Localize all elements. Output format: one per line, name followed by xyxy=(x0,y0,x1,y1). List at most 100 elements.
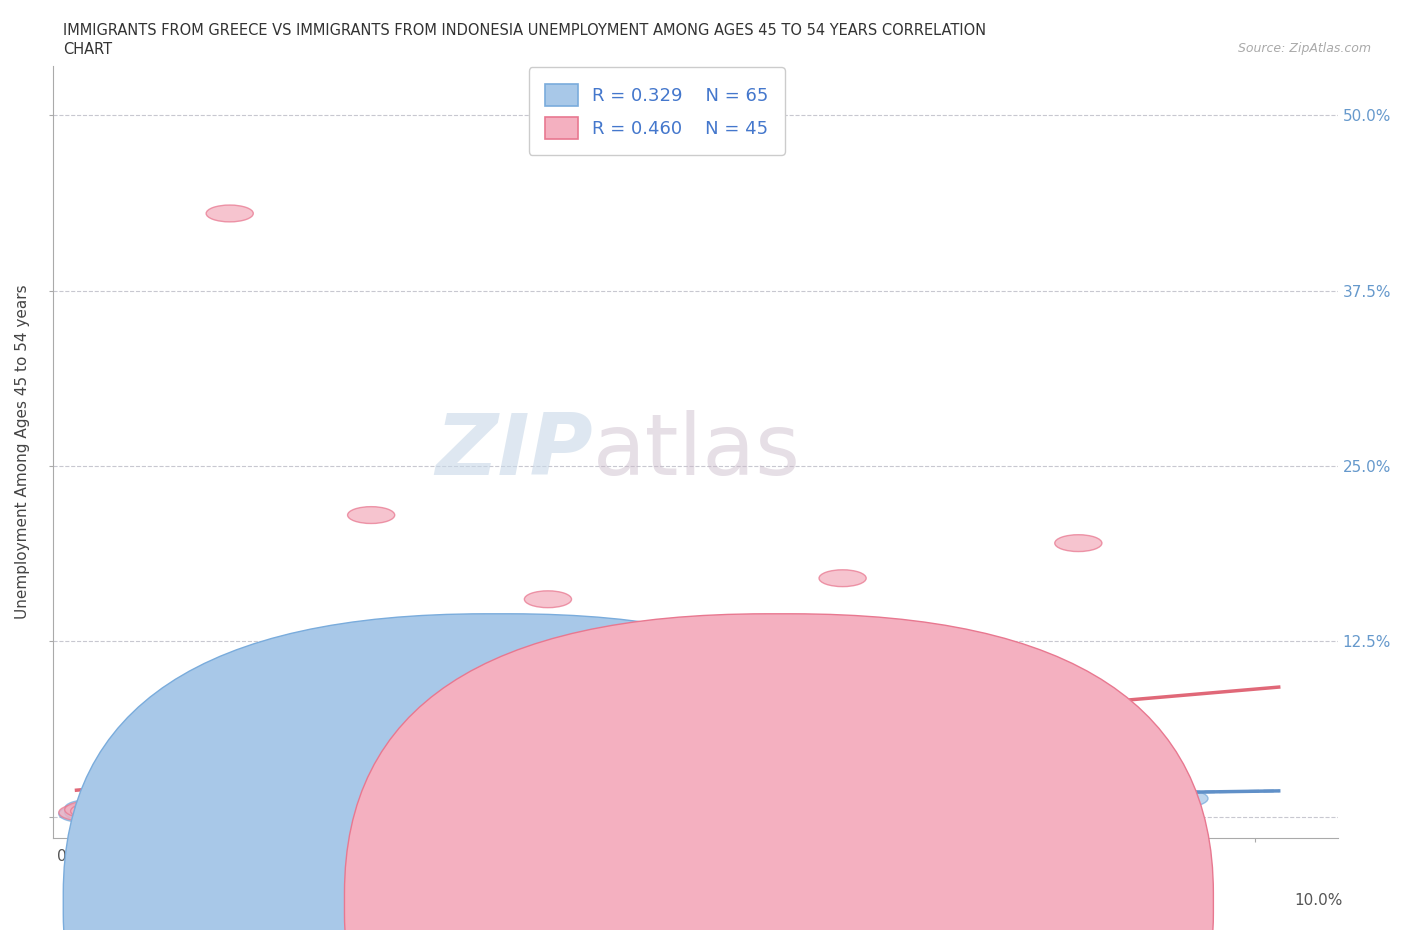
Text: atlas: atlas xyxy=(592,410,800,494)
Ellipse shape xyxy=(148,799,194,816)
Ellipse shape xyxy=(65,800,112,817)
Text: 0.0%: 0.0% xyxy=(105,893,145,908)
Ellipse shape xyxy=(1090,789,1137,805)
Ellipse shape xyxy=(820,570,866,587)
Ellipse shape xyxy=(288,791,336,808)
Ellipse shape xyxy=(1125,786,1173,803)
Ellipse shape xyxy=(124,790,170,807)
Ellipse shape xyxy=(76,796,124,813)
Ellipse shape xyxy=(148,796,194,813)
Ellipse shape xyxy=(607,786,654,803)
Ellipse shape xyxy=(70,803,118,819)
Ellipse shape xyxy=(100,797,148,814)
Ellipse shape xyxy=(218,800,266,817)
Ellipse shape xyxy=(135,791,183,808)
Ellipse shape xyxy=(524,787,571,804)
Ellipse shape xyxy=(524,786,571,803)
Ellipse shape xyxy=(242,790,288,807)
Ellipse shape xyxy=(266,789,312,805)
Ellipse shape xyxy=(135,793,183,810)
Ellipse shape xyxy=(124,793,170,810)
Text: CHART: CHART xyxy=(63,42,112,57)
Ellipse shape xyxy=(89,803,135,819)
Ellipse shape xyxy=(100,800,148,817)
Ellipse shape xyxy=(89,797,135,814)
Ellipse shape xyxy=(159,794,207,811)
Ellipse shape xyxy=(112,794,159,811)
Ellipse shape xyxy=(1054,535,1102,551)
Ellipse shape xyxy=(772,786,820,803)
Ellipse shape xyxy=(124,802,170,818)
Ellipse shape xyxy=(820,777,866,794)
Ellipse shape xyxy=(477,791,524,808)
Ellipse shape xyxy=(76,805,124,822)
Text: ZIP: ZIP xyxy=(434,410,592,494)
Legend: R = 0.329    N = 65, R = 0.460    N = 45: R = 0.329 N = 65, R = 0.460 N = 45 xyxy=(529,68,785,155)
Ellipse shape xyxy=(89,807,135,824)
Ellipse shape xyxy=(347,786,395,803)
Ellipse shape xyxy=(124,804,170,821)
Ellipse shape xyxy=(229,802,277,818)
Ellipse shape xyxy=(100,805,148,822)
Ellipse shape xyxy=(194,791,242,808)
Ellipse shape xyxy=(877,789,925,805)
Ellipse shape xyxy=(242,799,288,816)
Ellipse shape xyxy=(83,804,129,821)
Ellipse shape xyxy=(112,796,159,813)
Ellipse shape xyxy=(100,794,148,811)
Ellipse shape xyxy=(76,802,124,818)
Ellipse shape xyxy=(524,591,571,607)
Ellipse shape xyxy=(702,780,748,797)
Ellipse shape xyxy=(207,796,253,813)
Ellipse shape xyxy=(59,804,105,821)
Ellipse shape xyxy=(266,796,312,813)
Ellipse shape xyxy=(936,786,984,803)
Ellipse shape xyxy=(100,802,148,818)
Ellipse shape xyxy=(207,799,253,816)
Ellipse shape xyxy=(995,777,1043,794)
Ellipse shape xyxy=(100,791,148,808)
Ellipse shape xyxy=(583,781,630,799)
Ellipse shape xyxy=(112,803,159,819)
Ellipse shape xyxy=(148,789,194,805)
Ellipse shape xyxy=(148,804,194,821)
Ellipse shape xyxy=(477,783,524,800)
Ellipse shape xyxy=(406,794,454,811)
Ellipse shape xyxy=(229,791,277,808)
Ellipse shape xyxy=(89,799,135,816)
Ellipse shape xyxy=(112,802,159,818)
Ellipse shape xyxy=(194,802,242,818)
Ellipse shape xyxy=(135,797,183,814)
Ellipse shape xyxy=(877,778,925,796)
Text: IMMIGRANTS FROM GREECE VS IMMIGRANTS FROM INDONESIA UNEMPLOYMENT AMONG AGES 45 T: IMMIGRANTS FROM GREECE VS IMMIGRANTS FRO… xyxy=(63,23,987,38)
Ellipse shape xyxy=(347,507,395,524)
Y-axis label: Unemployment Among Ages 45 to 54 years: Unemployment Among Ages 45 to 54 years xyxy=(15,285,30,619)
Ellipse shape xyxy=(643,793,689,810)
Ellipse shape xyxy=(441,790,489,807)
Ellipse shape xyxy=(312,787,360,804)
Ellipse shape xyxy=(89,802,135,818)
Ellipse shape xyxy=(70,803,118,819)
Ellipse shape xyxy=(218,793,266,810)
Ellipse shape xyxy=(347,796,395,813)
Ellipse shape xyxy=(112,805,159,822)
Ellipse shape xyxy=(59,805,105,822)
Ellipse shape xyxy=(170,797,218,814)
Ellipse shape xyxy=(371,793,419,810)
Ellipse shape xyxy=(89,794,135,811)
Text: Source: ZipAtlas.com: Source: ZipAtlas.com xyxy=(1237,42,1371,55)
Ellipse shape xyxy=(112,787,159,804)
Ellipse shape xyxy=(183,794,229,811)
Ellipse shape xyxy=(170,804,218,821)
Ellipse shape xyxy=(65,804,112,821)
Ellipse shape xyxy=(135,805,183,822)
Ellipse shape xyxy=(1054,787,1102,804)
Ellipse shape xyxy=(183,800,229,817)
Ellipse shape xyxy=(170,797,218,814)
Text: 10.0%: 10.0% xyxy=(1295,893,1343,908)
Ellipse shape xyxy=(761,780,807,797)
Text: Immigrants from Indonesia: Immigrants from Indonesia xyxy=(801,893,1008,908)
Ellipse shape xyxy=(1161,790,1208,807)
Ellipse shape xyxy=(76,797,124,814)
Ellipse shape xyxy=(76,800,124,817)
